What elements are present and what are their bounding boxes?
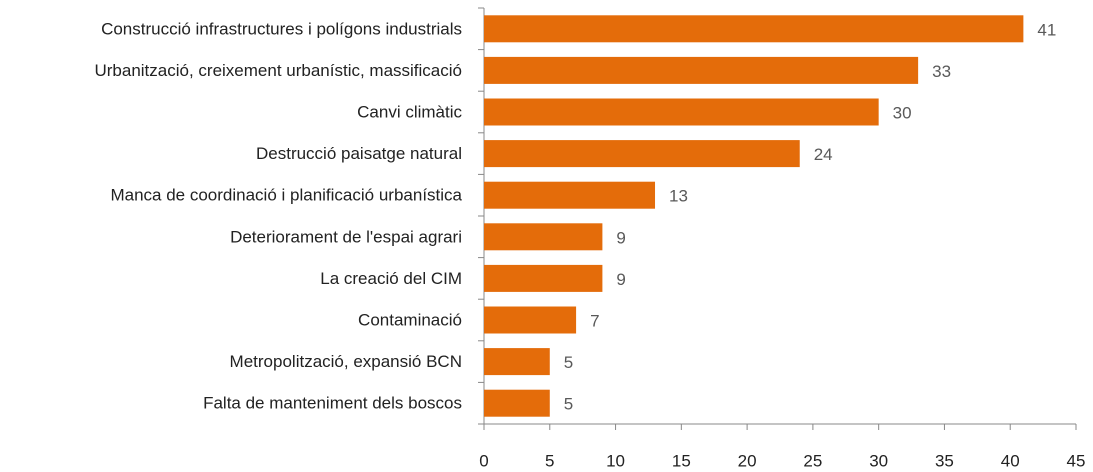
value-label: 7 bbox=[590, 311, 599, 330]
x-tick-label: 45 bbox=[1067, 451, 1086, 470]
bar bbox=[484, 348, 550, 376]
y-tick-label: Canvi climàtic bbox=[357, 102, 462, 121]
value-label: 24 bbox=[814, 145, 833, 164]
y-tick-label: Construcció infrastructures i polígons i… bbox=[101, 19, 462, 38]
value-label: 9 bbox=[616, 270, 625, 289]
y-tick-label: Metropolització, expansió BCN bbox=[230, 352, 462, 371]
bar bbox=[484, 15, 1024, 43]
x-tick-label: 10 bbox=[606, 451, 625, 470]
x-tick-label: 0 bbox=[479, 451, 488, 470]
value-label: 41 bbox=[1037, 20, 1056, 39]
y-tick-label: Destrucció paisatge natural bbox=[256, 144, 462, 163]
y-tick-label: Contaminació bbox=[358, 310, 462, 329]
bar bbox=[484, 98, 879, 126]
x-tick-label: 5 bbox=[545, 451, 554, 470]
y-tick-label: Falta de manteniment dels boscos bbox=[203, 394, 462, 413]
value-label: 13 bbox=[669, 187, 688, 206]
value-label: 5 bbox=[564, 353, 573, 372]
bar bbox=[484, 264, 603, 292]
x-tick-label: 25 bbox=[803, 451, 822, 470]
value-label: 5 bbox=[564, 395, 573, 414]
bar bbox=[484, 306, 577, 334]
x-tick-label: 30 bbox=[869, 451, 888, 470]
value-label: 9 bbox=[616, 228, 625, 247]
x-tick-label: 20 bbox=[738, 451, 757, 470]
y-tick-label: Deteriorament de l'espai agrari bbox=[230, 227, 462, 246]
bar bbox=[484, 223, 603, 251]
y-tick-label: La creació del CIM bbox=[320, 269, 462, 288]
x-tick-label: 35 bbox=[935, 451, 954, 470]
y-tick-label: Manca de coordinació i planificació urba… bbox=[110, 186, 462, 205]
x-tick-label: 15 bbox=[672, 451, 691, 470]
y-tick-label: Urbanització, creixement urbanístic, mas… bbox=[94, 61, 462, 80]
bar bbox=[484, 140, 800, 168]
bar bbox=[484, 56, 919, 84]
x-tick-label: 40 bbox=[1001, 451, 1020, 470]
bar bbox=[484, 389, 550, 417]
bar bbox=[484, 181, 656, 209]
value-label: 30 bbox=[893, 103, 912, 122]
value-label: 33 bbox=[932, 62, 951, 81]
